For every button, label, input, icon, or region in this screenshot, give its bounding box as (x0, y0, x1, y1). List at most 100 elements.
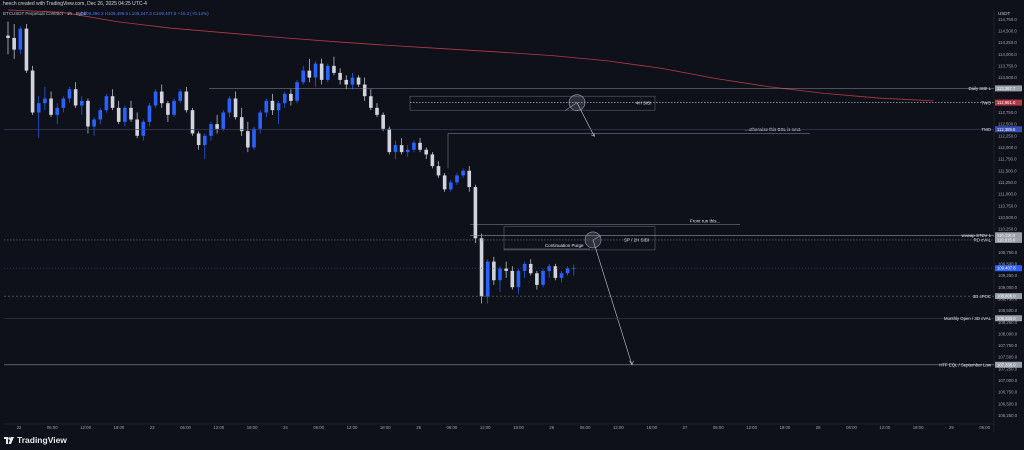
candle[interactable] (430, 152, 435, 169)
candle[interactable] (49, 91, 53, 118)
candle[interactable] (301, 65, 305, 85)
candle[interactable] (129, 100, 133, 122)
candle[interactable] (282, 91, 287, 108)
candle[interactable] (227, 96, 232, 118)
candle[interactable] (61, 96, 66, 113)
candle[interactable] (412, 140, 416, 153)
candle[interactable] (498, 266, 502, 292)
candle[interactable] (436, 161, 441, 178)
candle[interactable] (332, 56, 336, 76)
candle[interactable] (252, 126, 256, 150)
candle[interactable] (362, 77, 367, 101)
candle[interactable] (67, 86, 72, 104)
candle[interactable] (553, 263, 558, 281)
candle[interactable] (455, 173, 459, 185)
candle[interactable] (110, 89, 115, 111)
candle[interactable] (393, 140, 398, 160)
candle[interactable] (504, 261, 508, 278)
candle[interactable] (12, 23, 16, 59)
candle[interactable] (516, 268, 521, 295)
candle[interactable] (215, 114, 219, 134)
candle[interactable] (36, 96, 41, 139)
candle[interactable] (399, 138, 404, 155)
candle[interactable] (135, 112, 139, 139)
candle[interactable] (547, 263, 551, 278)
annotation-text: Continuation Purge (545, 243, 584, 248)
candle[interactable] (319, 58, 324, 85)
candle[interactable] (326, 63, 330, 83)
candle[interactable] (184, 86, 189, 113)
candle[interactable] (55, 103, 59, 125)
candle[interactable] (381, 112, 385, 132)
candle[interactable] (356, 75, 361, 87)
candle[interactable] (147, 103, 152, 127)
candle[interactable] (221, 110, 226, 132)
tradingview-logo[interactable]: TradingView (4, 434, 67, 446)
candle[interactable] (270, 93, 275, 115)
candle[interactable] (528, 259, 533, 276)
candle[interactable] (98, 107, 103, 125)
candle[interactable] (535, 270, 539, 290)
candle[interactable] (80, 96, 84, 115)
candle[interactable] (209, 121, 213, 141)
candle[interactable] (369, 89, 373, 111)
candle[interactable] (492, 256, 496, 285)
candle[interactable] (405, 145, 410, 157)
candle[interactable] (73, 82, 78, 108)
candle[interactable] (172, 98, 176, 118)
candle[interactable] (350, 72, 355, 90)
candle[interactable] (141, 119, 146, 141)
candle[interactable] (43, 86, 47, 111)
candle[interactable] (196, 131, 201, 150)
candle[interactable] (572, 264, 576, 276)
candle[interactable] (449, 180, 453, 192)
currency-label[interactable]: USDT (998, 11, 1011, 16)
candle[interactable] (86, 98, 90, 134)
candle[interactable] (338, 68, 342, 85)
candle[interactable] (166, 100, 170, 122)
candle-body (166, 103, 170, 115)
candle[interactable] (92, 117, 96, 136)
candle[interactable] (522, 261, 527, 278)
candle[interactable] (246, 121, 250, 153)
candle[interactable] (116, 100, 121, 125)
candle[interactable] (387, 126, 392, 155)
candle[interactable] (178, 89, 182, 104)
candle[interactable] (485, 259, 490, 304)
candle[interactable] (203, 133, 207, 160)
candle[interactable] (18, 26, 23, 55)
candle[interactable] (559, 270, 564, 283)
candle[interactable] (190, 107, 195, 136)
candle[interactable] (6, 21, 10, 55)
candle[interactable] (289, 89, 293, 106)
candle[interactable] (307, 58, 312, 83)
candle[interactable] (30, 65, 35, 115)
candle[interactable] (153, 89, 158, 108)
candle[interactable] (24, 23, 29, 73)
candle[interactable] (473, 184, 478, 243)
candle[interactable] (123, 105, 127, 127)
candle[interactable] (159, 84, 164, 108)
candle[interactable] (461, 168, 465, 178)
candle[interactable] (264, 98, 269, 118)
candle[interactable] (375, 103, 379, 118)
candle[interactable] (276, 100, 281, 125)
candle[interactable] (295, 79, 299, 104)
candle[interactable] (565, 266, 570, 276)
candle[interactable] (442, 173, 447, 192)
candle[interactable] (313, 61, 318, 87)
candle[interactable] (467, 166, 472, 192)
candle[interactable] (479, 233, 484, 304)
candle[interactable] (344, 75, 349, 90)
candle[interactable] (104, 93, 109, 113)
candle[interactable] (239, 107, 244, 136)
candle[interactable] (541, 268, 545, 288)
symbol-text[interactable]: BTCUSDT Perpetual Contract · 1h · Bybit (3, 11, 86, 16)
candle[interactable] (418, 138, 422, 153)
candle[interactable] (510, 266, 515, 290)
candles[interactable] (6, 21, 576, 304)
time-axis[interactable]: 22 06:00 12:00 18:00 23 06:00 12:00 18:00 24 06:0… (4, 423, 994, 430)
candle[interactable] (233, 91, 238, 120)
candle[interactable] (424, 147, 428, 160)
